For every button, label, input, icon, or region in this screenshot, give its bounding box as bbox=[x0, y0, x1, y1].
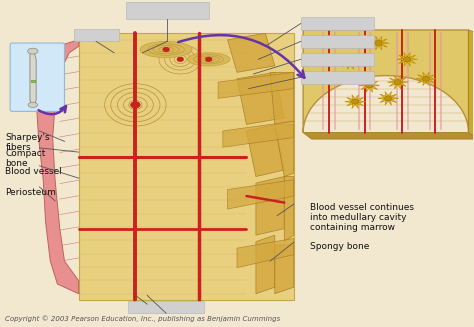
Polygon shape bbox=[228, 180, 294, 209]
Polygon shape bbox=[246, 125, 284, 177]
Ellipse shape bbox=[27, 48, 38, 54]
Text: Blood vessel continues
into medullary cavity
containing marrow: Blood vessel continues into medullary ca… bbox=[310, 202, 414, 232]
Bar bbox=[128, 301, 204, 313]
Polygon shape bbox=[284, 177, 294, 242]
FancyBboxPatch shape bbox=[10, 43, 64, 112]
Polygon shape bbox=[387, 75, 408, 89]
Polygon shape bbox=[416, 72, 437, 86]
Circle shape bbox=[384, 96, 392, 101]
Polygon shape bbox=[345, 95, 365, 109]
Polygon shape bbox=[340, 56, 361, 69]
Polygon shape bbox=[36, 40, 79, 294]
Bar bbox=[74, 29, 119, 42]
Text: Periosteum: Periosteum bbox=[5, 188, 56, 197]
Polygon shape bbox=[469, 30, 474, 139]
Polygon shape bbox=[237, 72, 284, 125]
Text: Sharpey's
fibers: Sharpey's fibers bbox=[5, 132, 50, 152]
Polygon shape bbox=[223, 121, 294, 147]
Circle shape bbox=[366, 83, 373, 88]
Circle shape bbox=[347, 60, 354, 65]
Polygon shape bbox=[30, 51, 36, 105]
Polygon shape bbox=[79, 33, 294, 300]
Bar bbox=[126, 2, 209, 19]
Polygon shape bbox=[359, 78, 380, 92]
Circle shape bbox=[394, 79, 401, 85]
Circle shape bbox=[422, 76, 430, 81]
Polygon shape bbox=[275, 245, 294, 294]
Text: Blood vessel: Blood vessel bbox=[132, 305, 201, 315]
Polygon shape bbox=[237, 238, 294, 268]
Ellipse shape bbox=[28, 102, 37, 108]
Circle shape bbox=[403, 57, 411, 62]
Bar bbox=[301, 35, 374, 48]
Circle shape bbox=[131, 102, 140, 108]
Circle shape bbox=[352, 99, 359, 104]
Polygon shape bbox=[256, 235, 275, 294]
Polygon shape bbox=[270, 72, 294, 125]
Circle shape bbox=[205, 57, 212, 61]
Text: Copyright © 2003 Pearson Education, Inc., publishing as Benjamin Cummings: Copyright © 2003 Pearson Education, Inc.… bbox=[5, 316, 281, 322]
Ellipse shape bbox=[140, 42, 192, 58]
Polygon shape bbox=[275, 125, 294, 177]
Bar bbox=[31, 80, 35, 82]
Text: Blood vessel: Blood vessel bbox=[5, 167, 62, 176]
Ellipse shape bbox=[187, 53, 230, 66]
Polygon shape bbox=[256, 177, 284, 235]
Text: Compact
bone: Compact bone bbox=[5, 149, 46, 168]
Polygon shape bbox=[397, 53, 418, 66]
Circle shape bbox=[163, 47, 169, 52]
Polygon shape bbox=[228, 33, 275, 72]
Polygon shape bbox=[303, 30, 469, 132]
Circle shape bbox=[177, 57, 183, 61]
Polygon shape bbox=[218, 72, 294, 98]
Text: Spongy bone: Spongy bone bbox=[310, 242, 370, 251]
Bar bbox=[301, 53, 374, 66]
Bar bbox=[301, 71, 374, 84]
Polygon shape bbox=[303, 132, 474, 139]
Polygon shape bbox=[378, 92, 399, 105]
Bar bbox=[301, 17, 374, 30]
Polygon shape bbox=[368, 36, 389, 50]
Circle shape bbox=[375, 41, 383, 45]
